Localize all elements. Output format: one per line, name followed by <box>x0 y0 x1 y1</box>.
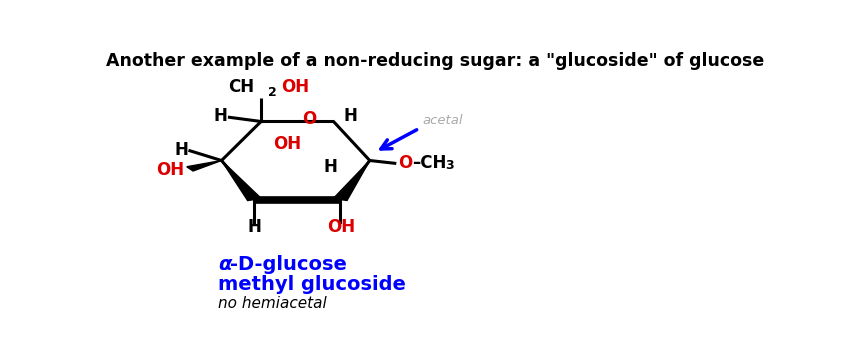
Text: OH: OH <box>274 135 302 153</box>
Text: acetal: acetal <box>422 114 463 127</box>
Text: H: H <box>174 141 189 159</box>
Text: H: H <box>214 108 228 126</box>
Text: OH: OH <box>327 218 355 236</box>
Text: H: H <box>247 218 262 236</box>
Polygon shape <box>333 160 370 201</box>
Polygon shape <box>187 160 222 171</box>
Text: Another example of a non-reducing sugar: a "glucoside" of glucose: Another example of a non-reducing sugar:… <box>106 52 765 70</box>
Text: methyl glucoside: methyl glucoside <box>218 275 406 294</box>
Text: α: α <box>218 255 231 274</box>
Text: CH: CH <box>229 79 254 96</box>
Text: H: H <box>323 159 337 177</box>
Text: OH: OH <box>156 161 184 179</box>
Text: 3: 3 <box>445 159 453 172</box>
Text: 2: 2 <box>268 86 276 98</box>
Text: H: H <box>343 107 357 125</box>
Text: no hemiacetal: no hemiacetal <box>218 296 327 311</box>
Text: O: O <box>302 110 316 128</box>
Text: O: O <box>398 154 412 172</box>
Text: OH: OH <box>280 79 309 96</box>
Text: –CH: –CH <box>412 154 447 172</box>
Polygon shape <box>222 160 261 201</box>
Text: -D-glucose: -D-glucose <box>230 255 347 274</box>
